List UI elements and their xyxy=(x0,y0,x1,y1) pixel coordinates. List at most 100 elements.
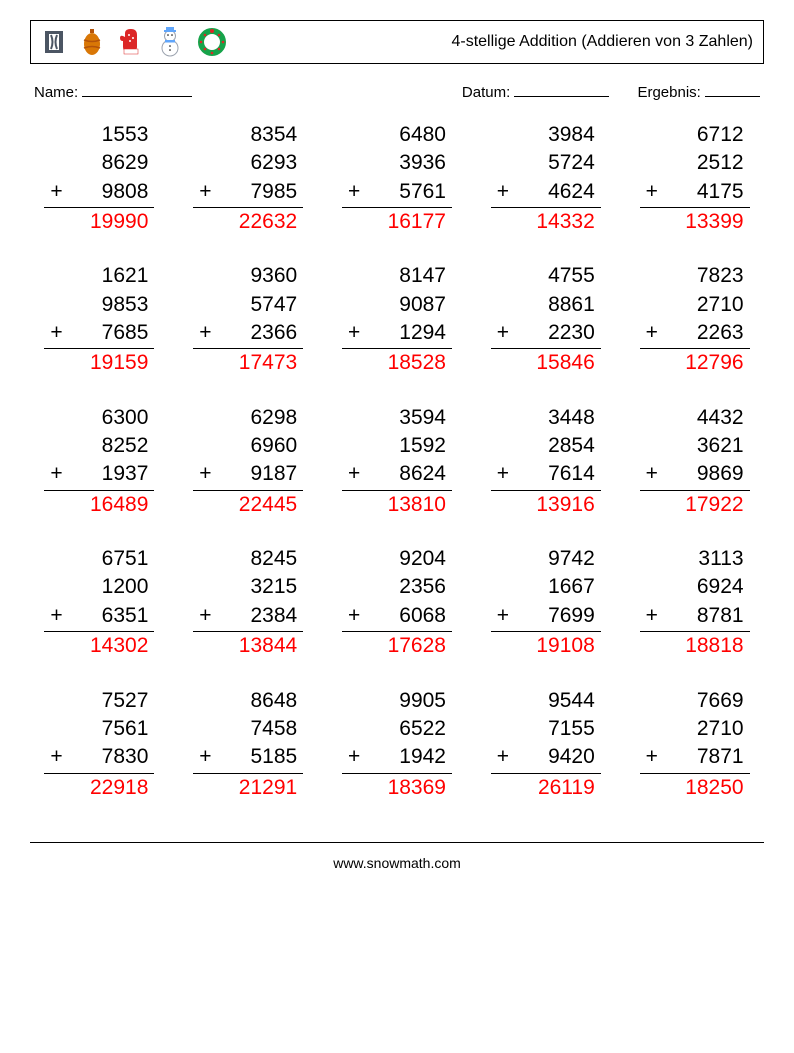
addition-problem: 99056522+194218369 xyxy=(342,687,452,802)
addend-3-row: +6351 xyxy=(44,602,154,632)
addend-3-row: +4624 xyxy=(491,178,601,208)
addend-1: 3448 xyxy=(491,404,601,432)
sum-answer: 18250 xyxy=(640,774,750,802)
addend-3: 1294 xyxy=(399,319,446,347)
addend-3-row: +1294 xyxy=(342,319,452,349)
plus-sign: + xyxy=(646,460,658,488)
addend-3-row: +7985 xyxy=(193,178,303,208)
addition-problem: 78232710+226312796 xyxy=(640,262,750,377)
addend-3-row: +4175 xyxy=(640,178,750,208)
addend-1: 3113 xyxy=(640,545,750,573)
name-label: Name: xyxy=(34,84,78,101)
addition-problem: 39845724+462414332 xyxy=(491,121,601,236)
addition-problem: 92042356+606817628 xyxy=(342,545,452,660)
addend-1: 4755 xyxy=(491,262,601,290)
addend-2: 2710 xyxy=(640,715,750,743)
addend-2: 1200 xyxy=(44,573,154,601)
addend-3-row: +7685 xyxy=(44,319,154,349)
addend-3-row: +8624 xyxy=(342,460,452,490)
date-field: Datum: xyxy=(462,82,610,101)
worksheet-page: 4-stellige Addition (Addieren von 3 Zahl… xyxy=(0,0,794,901)
result-blank[interactable] xyxy=(705,82,760,97)
addend-2: 9853 xyxy=(44,291,154,319)
addend-2: 8252 xyxy=(44,432,154,460)
plus-sign: + xyxy=(50,319,62,347)
addend-3: 7699 xyxy=(548,602,595,630)
addend-3: 2366 xyxy=(250,319,297,347)
addition-problem: 16219853+768519159 xyxy=(44,262,154,377)
plus-sign: + xyxy=(646,743,658,771)
sum-answer: 17473 xyxy=(193,349,303,377)
addend-2: 5747 xyxy=(193,291,303,319)
name-blank[interactable] xyxy=(82,82,192,97)
addend-3-row: +6068 xyxy=(342,602,452,632)
date-blank[interactable] xyxy=(514,82,609,97)
plus-sign: + xyxy=(497,178,509,206)
sum-answer: 12796 xyxy=(640,349,750,377)
addend-3-row: +1942 xyxy=(342,743,452,773)
plus-sign: + xyxy=(199,460,211,488)
sum-answer: 16489 xyxy=(44,491,154,519)
addend-3: 7685 xyxy=(102,319,149,347)
addition-problem: 97421667+769919108 xyxy=(491,545,601,660)
addend-1: 6751 xyxy=(44,545,154,573)
sum-answer: 26119 xyxy=(491,774,601,802)
sum-answer: 19990 xyxy=(44,208,154,236)
plus-sign: + xyxy=(199,319,211,347)
result-label: Ergebnis: xyxy=(637,84,700,101)
addition-problem: 67122512+417513399 xyxy=(640,121,750,236)
addend-1: 8648 xyxy=(193,687,303,715)
plus-sign: + xyxy=(497,319,509,347)
addend-3: 1942 xyxy=(399,743,446,771)
addend-3: 5761 xyxy=(399,178,446,206)
sum-answer: 13916 xyxy=(491,491,601,519)
addition-problem: 34482854+761413916 xyxy=(491,404,601,519)
addend-2: 1667 xyxy=(491,573,601,601)
addition-problem: 64803936+576116177 xyxy=(342,121,452,236)
addend-3: 9808 xyxy=(102,178,149,206)
addend-3: 5185 xyxy=(250,743,297,771)
addend-3: 1937 xyxy=(102,460,149,488)
addend-3: 7985 xyxy=(250,178,297,206)
sum-answer: 18528 xyxy=(342,349,452,377)
plus-sign: + xyxy=(497,743,509,771)
mitten-icon xyxy=(117,27,143,57)
addend-2: 6960 xyxy=(193,432,303,460)
addend-3: 9869 xyxy=(697,460,744,488)
addition-problem: 82453215+238413844 xyxy=(193,545,303,660)
addend-1: 1621 xyxy=(44,262,154,290)
addend-1: 3984 xyxy=(491,121,601,149)
addend-2: 3936 xyxy=(342,149,452,177)
addition-problem: 15538629+980819990 xyxy=(44,121,154,236)
addend-1: 6712 xyxy=(640,121,750,149)
addend-1: 8354 xyxy=(193,121,303,149)
addend-3-row: +9808 xyxy=(44,178,154,208)
sum-answer: 14302 xyxy=(44,632,154,660)
plus-sign: + xyxy=(646,602,658,630)
addition-problem: 67511200+635114302 xyxy=(44,545,154,660)
addend-3: 7830 xyxy=(102,743,149,771)
addend-1: 8147 xyxy=(342,262,452,290)
addend-1: 9204 xyxy=(342,545,452,573)
addend-2: 2710 xyxy=(640,291,750,319)
addend-1: 9360 xyxy=(193,262,303,290)
addition-problem: 93605747+236617473 xyxy=(193,262,303,377)
addition-problem: 75277561+783022918 xyxy=(44,687,154,802)
sum-answer: 17922 xyxy=(640,491,750,519)
sum-answer: 13399 xyxy=(640,208,750,236)
addend-3: 2230 xyxy=(548,319,595,347)
sum-answer: 18369 xyxy=(342,774,452,802)
addend-1: 7669 xyxy=(640,687,750,715)
addend-2: 6522 xyxy=(342,715,452,743)
addend-2: 8629 xyxy=(44,149,154,177)
addend-3: 8624 xyxy=(399,460,446,488)
addend-3-row: +9869 xyxy=(640,460,750,490)
addend-3: 9420 xyxy=(548,743,595,771)
addend-3: 4624 xyxy=(548,178,595,206)
addend-2: 1592 xyxy=(342,432,452,460)
addend-3: 8781 xyxy=(697,602,744,630)
sum-answer: 18818 xyxy=(640,632,750,660)
addition-problem: 83546293+798522632 xyxy=(193,121,303,236)
meta-row: Name: Datum: Ergebnis: xyxy=(30,82,764,101)
addend-3-row: +7614 xyxy=(491,460,601,490)
